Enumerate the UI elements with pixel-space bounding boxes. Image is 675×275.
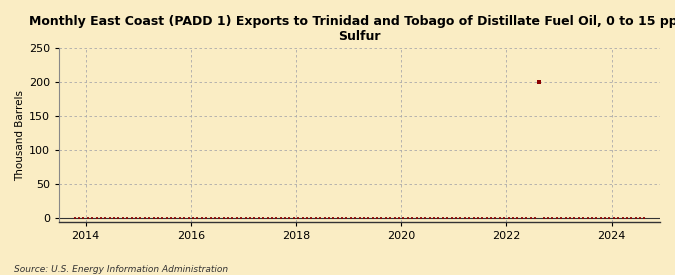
Title: Monthly East Coast (PADD 1) Exports to Trinidad and Tobago of Distillate Fuel Oi: Monthly East Coast (PADD 1) Exports to T… [29, 15, 675, 43]
Y-axis label: Thousand Barrels: Thousand Barrels [15, 90, 25, 180]
Text: Source: U.S. Energy Information Administration: Source: U.S. Energy Information Administ… [14, 265, 227, 274]
